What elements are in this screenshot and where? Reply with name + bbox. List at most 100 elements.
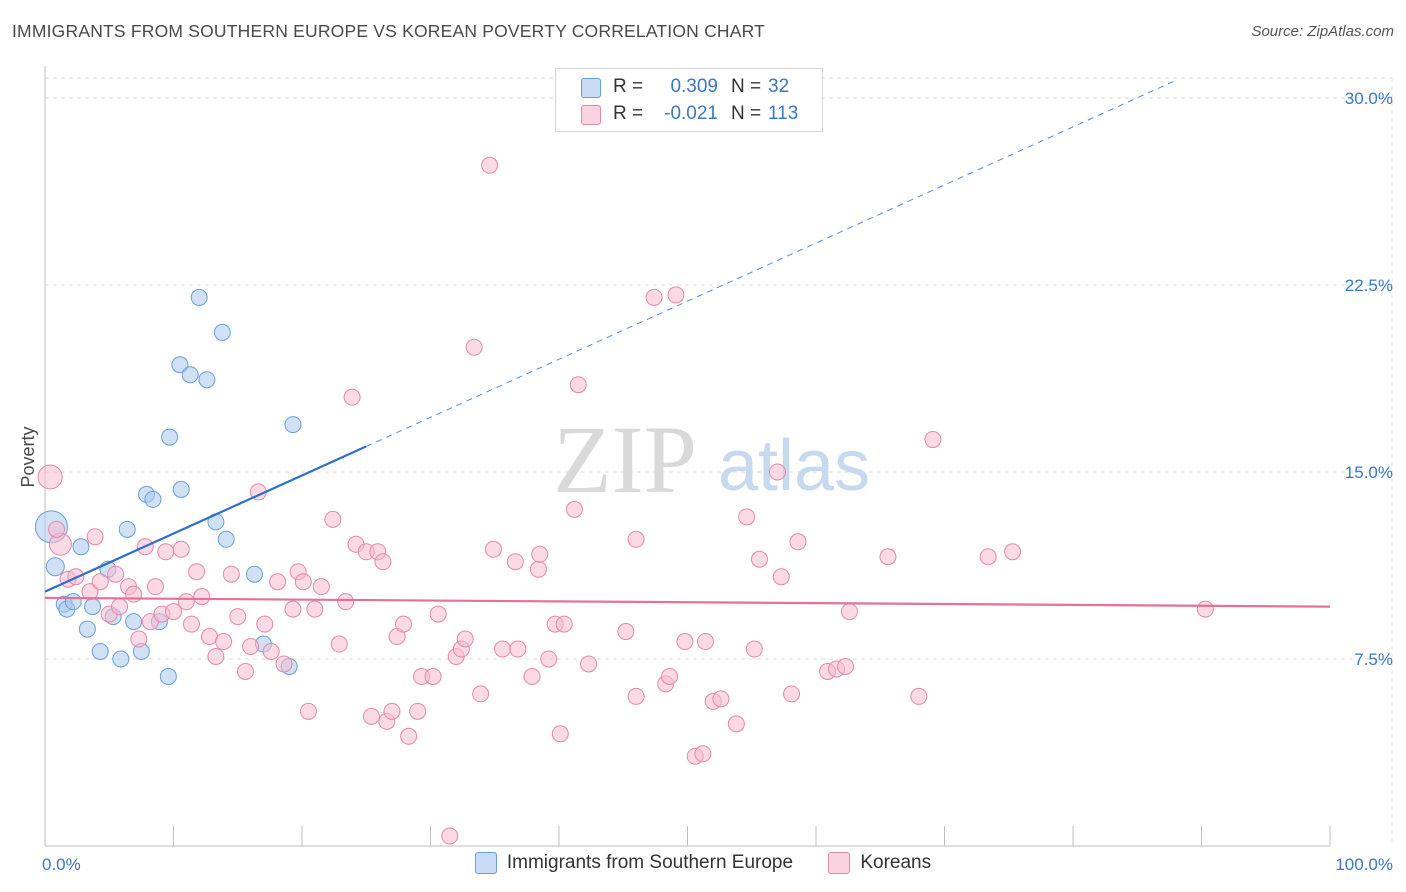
point-korean [569, 376, 587, 394]
point-korean [172, 540, 190, 558]
point-korean [374, 553, 392, 571]
point-korean [188, 563, 206, 581]
point-southern-europe [161, 428, 179, 446]
point-korean [627, 530, 645, 548]
point-southern-europe [217, 530, 235, 548]
point-korean [229, 608, 247, 626]
point-korean [362, 707, 380, 725]
point-korean [324, 510, 342, 528]
point-korean [312, 578, 330, 596]
point-korean [91, 573, 109, 591]
legend-item-koreans[interactable]: Koreans [828, 852, 931, 874]
watermark-zip: ZIP [553, 406, 697, 513]
point-korean [111, 598, 129, 616]
point-korean [125, 585, 143, 603]
point-korean [130, 630, 148, 648]
point-korean [837, 657, 855, 675]
point-korean [580, 655, 598, 673]
watermark-atlas: atlas [718, 426, 870, 506]
trend-lines [44, 79, 1331, 608]
point-korean [493, 640, 511, 658]
point-korean [565, 500, 583, 518]
point-korean [738, 508, 756, 526]
point-korean [37, 464, 63, 490]
point-korean [750, 550, 768, 568]
point-korean [200, 628, 218, 646]
x-tick-labels: 0.0% 100.0% [42, 855, 1393, 874]
point-southern-europe [245, 565, 263, 583]
point-korean [661, 667, 679, 685]
point-korean [910, 687, 928, 705]
point-korean [236, 662, 254, 680]
point-korean [409, 702, 427, 720]
x-tick-label: 0.0% [42, 855, 81, 874]
point-korean [1196, 600, 1214, 618]
data-points [34, 156, 1214, 845]
legend-item-southern-europe[interactable]: Immigrants from Southern Europe [474, 852, 793, 874]
point-korean [617, 623, 635, 641]
point-korean [484, 540, 502, 558]
n-value: 113 [768, 103, 799, 124]
r-label: R = [613, 76, 644, 97]
point-korean [182, 615, 200, 633]
point-southern-europe [64, 593, 82, 611]
point-korean [299, 702, 317, 720]
point-korean [667, 286, 685, 304]
y-tick-label: 15.0% [1345, 463, 1393, 482]
stats-box: R = 0.309 N = 32 R = -0.021 N = 113 [555, 68, 823, 132]
y-tick-labels: 7.5% 15.0% 22.5% 30.0% [1345, 89, 1393, 669]
point-korean [1004, 543, 1022, 561]
point-korean [481, 156, 499, 174]
point-korean [529, 560, 547, 578]
point-korean [215, 633, 233, 651]
point-korean [269, 573, 287, 591]
point-korean [531, 545, 549, 563]
point-southern-europe [91, 643, 109, 661]
point-korean [337, 593, 355, 611]
point-southern-europe [198, 371, 216, 389]
point-korean [506, 553, 524, 571]
r-value: 0.309 [670, 76, 718, 97]
series-swatch-southern-europe [581, 78, 601, 98]
y-tick-label: 7.5% [1354, 650, 1393, 669]
point-southern-europe [72, 538, 90, 556]
point-korean [645, 288, 663, 306]
point-korean [86, 528, 104, 546]
point-korean [555, 615, 573, 633]
point-southern-europe [181, 366, 199, 384]
trend-line-koreans [44, 596, 1331, 608]
point-southern-europe [171, 356, 189, 374]
gridlines [45, 77, 1393, 846]
stats-row-koreans: R = -0.021 N = 113 [556, 100, 822, 128]
point-korean [207, 647, 225, 665]
point-korean [294, 573, 312, 591]
point-korean [712, 690, 730, 708]
point-southern-europe [112, 650, 130, 668]
watermark: ZIP atlas [553, 406, 870, 513]
point-korean [523, 667, 541, 685]
point-korean [745, 640, 763, 658]
point-korean [465, 338, 483, 356]
point-korean [165, 603, 182, 621]
point-southern-europe [159, 667, 177, 685]
y-tick-label: 30.0% [1345, 89, 1393, 108]
point-korean [627, 687, 645, 705]
point-korean [696, 633, 714, 651]
chart-title: IMMIGRANTS FROM SOUTHERN EUROPE VS KOREA… [12, 21, 766, 41]
point-korean [400, 727, 418, 745]
trend-line-southern-europe [44, 445, 367, 593]
point-korean [275, 655, 293, 673]
y-axis-label: Poverty [18, 426, 38, 487]
series-koreans [37, 156, 1214, 845]
point-korean [979, 548, 997, 566]
r-label: R = [613, 103, 644, 124]
point-korean [540, 650, 558, 668]
point-korean [789, 533, 807, 551]
y-tick-label: 22.5% [1345, 276, 1393, 295]
point-korean [840, 603, 858, 621]
chart-source: Source: ZipAtlas.com [1251, 23, 1394, 40]
trend-line-extension-southern-europe [366, 79, 1177, 447]
point-korean [694, 745, 712, 763]
point-korean [177, 593, 195, 611]
series-swatch-koreans [581, 105, 601, 125]
